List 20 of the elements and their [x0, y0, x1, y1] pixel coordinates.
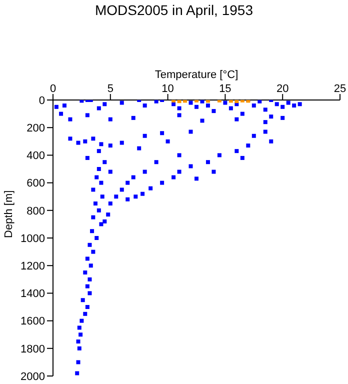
x-tick-label: 20: [276, 83, 289, 95]
x-tick-label: 15: [219, 83, 232, 95]
y-tick-label: 800: [26, 205, 45, 218]
x-tick-label: 25: [334, 83, 346, 95]
x-tick-label: 5: [107, 83, 114, 95]
y-tick-label: 2000: [20, 370, 45, 383]
y-tick-label: 1600: [20, 316, 45, 328]
y-tick-label: 1400: [20, 288, 45, 300]
x-axis-title: Temperature [°C]: [154, 68, 238, 81]
y-tick-label: 600: [26, 178, 45, 190]
chart-title: MODS2005 in April, 1953: [94, 2, 254, 18]
y-tick-label: 200: [26, 122, 45, 135]
y-tick-label: 400: [26, 150, 45, 162]
x-tick-label: 0: [50, 83, 56, 95]
y-tick-label: 1200: [20, 260, 45, 273]
x-tick-label: 10: [162, 83, 174, 95]
y-axis-title: Depth [m]: [2, 190, 15, 238]
y-tick-label: 0: [38, 94, 45, 107]
y-tick-label: 1000: [20, 232, 45, 245]
y-tick-label: 1800: [20, 343, 45, 356]
